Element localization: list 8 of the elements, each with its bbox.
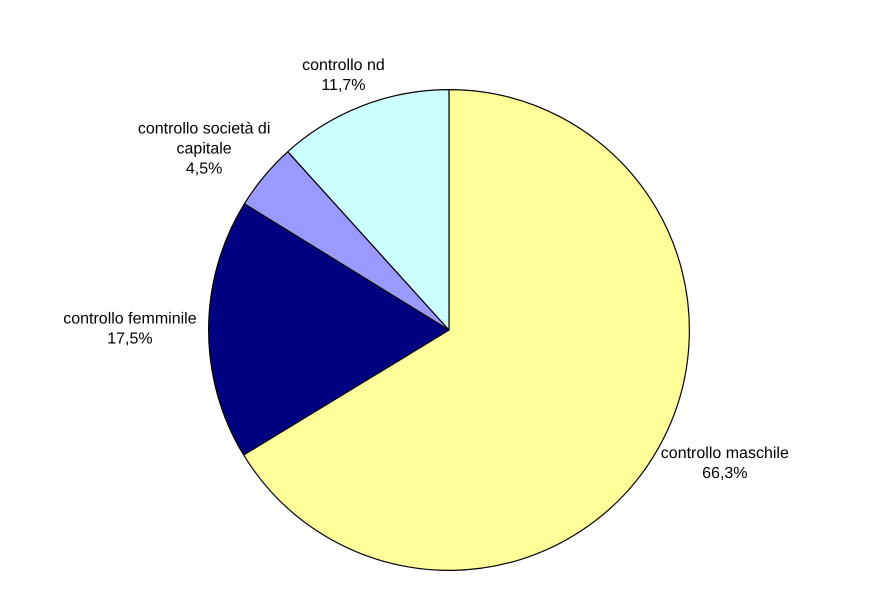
data-label: 11,7% <box>321 77 366 94</box>
slice-label: controllo società di capitale <box>138 120 270 158</box>
data-label: 66,3% <box>702 464 748 482</box>
data-label: 17,5% <box>107 330 153 348</box>
slice-label: controllo femminile <box>63 310 197 328</box>
slice-label: controllo nd <box>302 57 385 74</box>
data-label: 4,5% <box>186 160 222 178</box>
slice-label: controllo maschile <box>660 444 789 462</box>
